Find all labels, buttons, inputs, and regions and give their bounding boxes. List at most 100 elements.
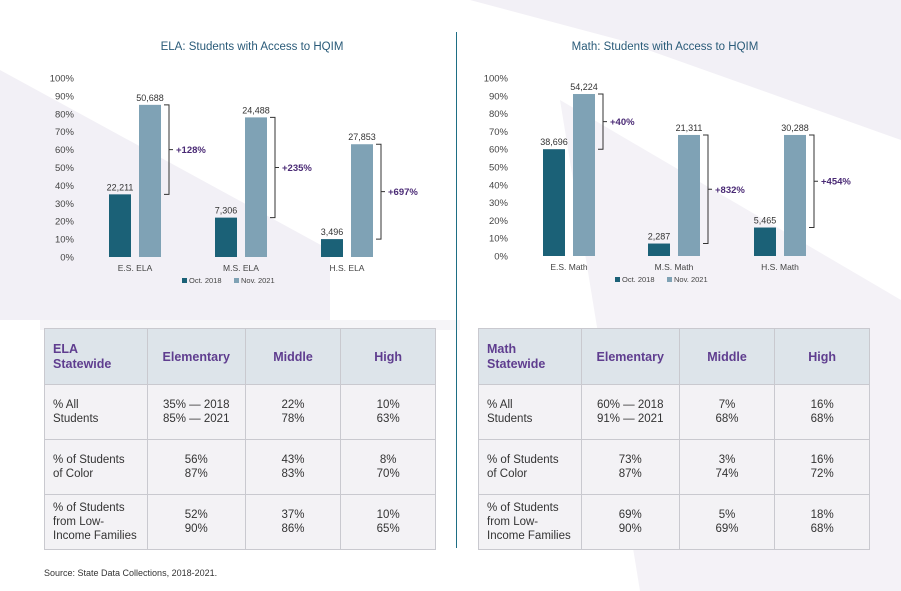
column-header-elementary: Elementary bbox=[580, 328, 680, 385]
table-cell: 37% 86% bbox=[244, 494, 342, 550]
panel-divider bbox=[456, 32, 457, 548]
change-bracket bbox=[270, 116, 279, 219]
legend-swatch-nov-2021 bbox=[234, 278, 239, 283]
column-header-high: High bbox=[774, 328, 870, 385]
bar-nov-2021 bbox=[784, 134, 806, 256]
y-tick-label: 0% bbox=[60, 253, 74, 264]
table-header-row: Math Statewide Elementary Middle High bbox=[478, 328, 870, 385]
column-header-middle: Middle bbox=[244, 328, 342, 385]
data-label: 3,496 bbox=[321, 227, 344, 237]
y-tick-label: 0% bbox=[494, 252, 508, 263]
y-tick-label: 70% bbox=[55, 127, 75, 138]
ela-chart-svg: ELA: Students with Access to HQIM 0% 10% 20… bbox=[50, 41, 419, 285]
table-header-label: ELA Statewide bbox=[44, 328, 148, 385]
table-cell: 52% 90% bbox=[146, 494, 246, 550]
change-annotation: +454% bbox=[821, 177, 851, 188]
data-label: 21,311 bbox=[676, 123, 703, 133]
y-tick-label: 80% bbox=[489, 109, 509, 120]
table-cell: 8% 70% bbox=[340, 439, 436, 495]
chart-title: ELA: Students with Access to HQIM bbox=[161, 41, 344, 53]
data-label: 22,211 bbox=[107, 182, 134, 192]
y-tick-label: 70% bbox=[489, 127, 509, 138]
table-cell: 69% 90% bbox=[580, 494, 680, 550]
category-label: H.S. Math bbox=[761, 262, 799, 272]
category-label: M.S. Math bbox=[655, 262, 694, 272]
change-bracket bbox=[164, 104, 173, 195]
bar-oct-2018 bbox=[321, 239, 343, 257]
change-annotation: +40% bbox=[610, 117, 635, 128]
table-cell: 35% — 2018 85% — 2021 bbox=[146, 384, 246, 440]
table-header-label: Math Statewide bbox=[478, 328, 582, 385]
table-cell: 7% 68% bbox=[678, 384, 776, 440]
table-cell: 10% 63% bbox=[340, 384, 436, 440]
row-label: % of Students from Low- Income Families bbox=[478, 494, 582, 550]
bar-oct-2018 bbox=[109, 194, 131, 257]
change-bracket bbox=[809, 134, 818, 229]
legend-label: Oct. 2018 bbox=[189, 276, 222, 285]
bar-oct-2018 bbox=[648, 243, 670, 256]
y-tick-label: 90% bbox=[55, 91, 75, 102]
data-label: 30,288 bbox=[781, 123, 809, 133]
y-tick-label: 30% bbox=[55, 199, 75, 210]
data-label: 54,224 bbox=[570, 82, 598, 92]
column-header-middle: Middle bbox=[678, 328, 776, 385]
table-cell: 18% 68% bbox=[774, 494, 870, 550]
data-label: 5,465 bbox=[754, 216, 777, 226]
math-chart-svg: Math: Students with Access to HQIM 0% 10% 2… bbox=[484, 41, 852, 284]
data-label: 38,696 bbox=[540, 137, 568, 147]
data-label: 2,287 bbox=[648, 232, 671, 242]
category-label: M.S. ELA bbox=[223, 263, 259, 273]
table-cell: 5% 69% bbox=[678, 494, 776, 550]
y-tick-label: 40% bbox=[489, 180, 509, 191]
y-tick-label: 60% bbox=[489, 145, 509, 156]
change-annotation: +697% bbox=[388, 187, 418, 198]
table-cell: 22% 78% bbox=[244, 384, 342, 440]
table-cell: 16% 72% bbox=[774, 439, 870, 495]
data-label: 24,488 bbox=[242, 105, 270, 115]
legend-swatch-nov-2021 bbox=[667, 277, 672, 282]
source-note: Source: State Data Collections, 2018-202… bbox=[44, 568, 218, 578]
category-label: E.S. ELA bbox=[118, 263, 153, 273]
data-label: 7,306 bbox=[215, 206, 238, 216]
row-label: % of Students of Color bbox=[44, 439, 148, 495]
legend-swatch-oct-2018 bbox=[615, 277, 620, 282]
y-tick-label: 100% bbox=[484, 74, 509, 85]
table-cell: 10% 65% bbox=[340, 494, 436, 550]
table-row: % of Students from Low- Income Families 52… bbox=[44, 494, 436, 550]
change-bracket bbox=[598, 93, 607, 150]
row-label: % All Students bbox=[44, 384, 148, 440]
y-tick-label: 60% bbox=[55, 145, 75, 156]
math-chart: Math: Students with Access to HQIM 0% 10% 2… bbox=[465, 30, 885, 290]
bar-nov-2021 bbox=[678, 134, 700, 256]
change-annotation: +235% bbox=[282, 163, 312, 174]
bar-oct-2018 bbox=[754, 227, 776, 256]
column-header-elementary: Elementary bbox=[146, 328, 246, 385]
column-header-high: High bbox=[340, 328, 436, 385]
bar-nov-2021 bbox=[573, 94, 595, 257]
table-header-row: ELA Statewide Elementary Middle High bbox=[44, 328, 436, 385]
y-tick-label: 50% bbox=[489, 163, 509, 174]
chart-title: Math: Students with Access to HQIM bbox=[572, 41, 759, 53]
y-tick-label: 80% bbox=[55, 109, 75, 120]
y-tick-label: 30% bbox=[489, 198, 509, 209]
table-row: % of Students of Color 56% 87% 43% 83% 8% 70… bbox=[44, 439, 436, 495]
bar-oct-2018 bbox=[543, 149, 565, 256]
math-statewide-table: Math Statewide Elementary Middle High % A… bbox=[478, 328, 870, 550]
data-label: 50,688 bbox=[136, 93, 164, 103]
table-row: % of Students from Low- Income Families 69… bbox=[478, 494, 870, 550]
bar-nov-2021 bbox=[245, 117, 267, 257]
y-tick-label: 90% bbox=[489, 91, 509, 102]
data-label: 27,853 bbox=[348, 132, 376, 142]
category-label: E.S. Math bbox=[550, 262, 588, 272]
bar-nov-2021 bbox=[351, 144, 373, 257]
category-label: H.S. ELA bbox=[330, 263, 365, 273]
legend-label: Nov. 2021 bbox=[241, 276, 275, 285]
row-label: % of Students from Low- Income Families bbox=[44, 494, 148, 550]
ela-statewide-table: ELA Statewide Elementary Middle High % Al… bbox=[44, 328, 436, 550]
table-cell: 16% 68% bbox=[774, 384, 870, 440]
table-row: % All Students 60% — 2018 91% — 2021 7% 68%… bbox=[478, 384, 870, 440]
y-tick-label: 100% bbox=[50, 74, 75, 85]
y-tick-label: 50% bbox=[55, 163, 75, 174]
y-tick-label: 10% bbox=[55, 235, 75, 246]
table-cell: 56% 87% bbox=[146, 439, 246, 495]
